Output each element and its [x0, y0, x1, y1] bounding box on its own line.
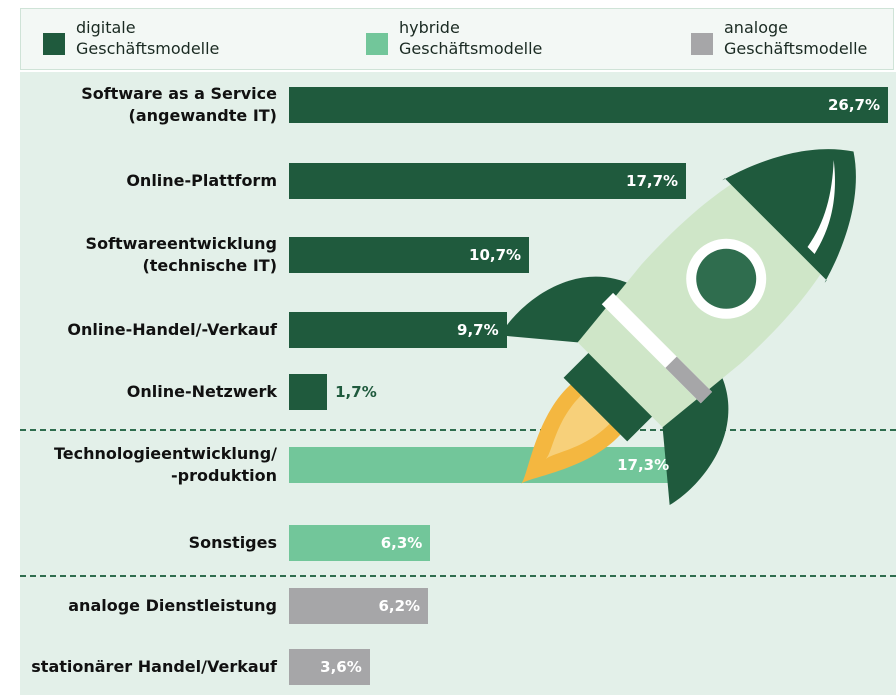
value-label: 10,7% — [469, 237, 521, 273]
value-label: 6,2% — [378, 588, 420, 624]
value-label: 17,7% — [626, 163, 678, 199]
chart: digitale Geschäftsmodellehybride Geschäf… — [0, 0, 896, 695]
value-label: 9,7% — [457, 312, 499, 348]
value-label: 26,7% — [828, 87, 880, 123]
value-label: 3,6% — [320, 649, 362, 685]
value-label: 1,7% — [335, 374, 377, 410]
rocket-illustration — [0, 0, 896, 695]
value-label: 6,3% — [381, 525, 423, 561]
value-label: 17,3% — [617, 447, 669, 483]
